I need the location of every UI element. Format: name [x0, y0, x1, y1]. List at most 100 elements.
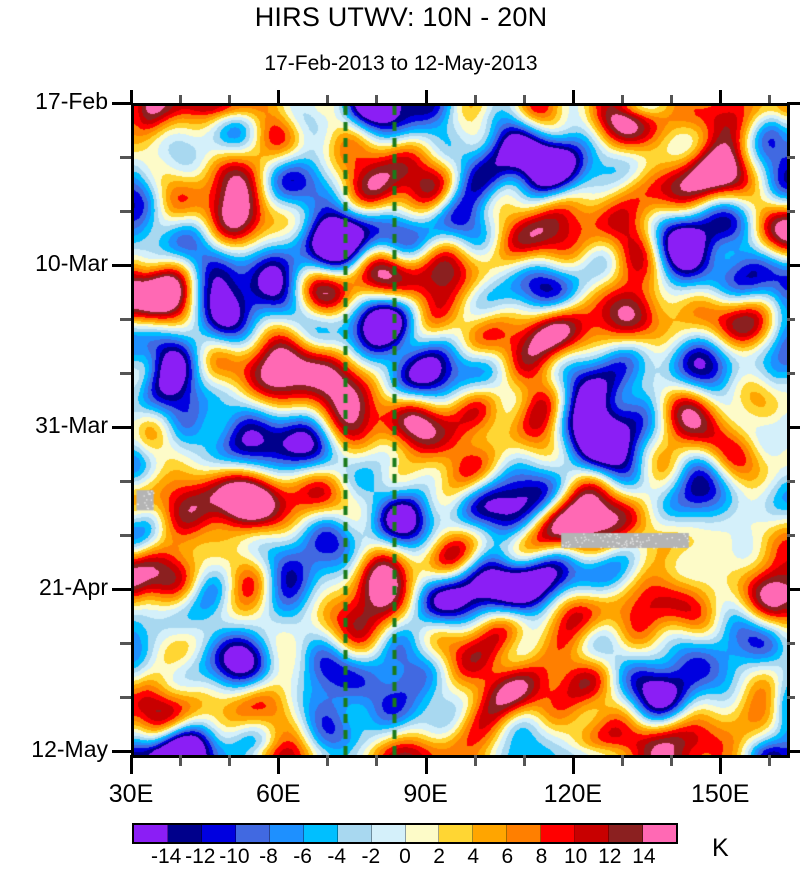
x-axis-major-tick-top — [130, 90, 133, 103]
y-axis-label: 21-Apr — [38, 574, 108, 600]
x-axis-label: 150E — [690, 780, 750, 808]
x-axis-label: 30E — [108, 780, 154, 808]
y-axis-minor-tick-right — [787, 318, 795, 321]
colorbar-tick-label: -4 — [327, 845, 347, 868]
x-axis-minor-tick-top — [326, 95, 329, 103]
y-axis-label: 10-Mar — [35, 250, 108, 276]
y-axis-minor-tick — [120, 642, 131, 645]
y-axis-major-tick — [112, 102, 131, 105]
colorbar-swatch-5 — [303, 825, 338, 842]
x-axis-minor-tick-top — [670, 95, 673, 103]
page-subtitle: 17-Feb-2013 to 12-May-2013 — [264, 52, 538, 75]
colorbar-tick-label: 8 — [535, 845, 548, 868]
x-axis-minor-tick-top — [375, 95, 378, 103]
x-axis-minor-tick — [768, 755, 771, 766]
colorbar-swatch-13 — [575, 825, 610, 842]
colorbar-swatch-4 — [269, 825, 304, 842]
colorbar-tick-label: -2 — [361, 845, 381, 868]
y-axis-major-tick — [112, 426, 131, 429]
y-axis-major-tick-right — [787, 588, 800, 591]
x-axis-minor-tick — [621, 755, 624, 766]
colorbar-tick-label: 2 — [433, 845, 445, 868]
y-axis-minor-tick-right — [787, 210, 795, 213]
colorbar-tick-label: 0 — [399, 845, 411, 868]
y-axis-minor-tick — [120, 480, 131, 483]
colorbar-tick-label: 12 — [598, 845, 622, 868]
colorbar-tick-label: 4 — [467, 845, 480, 868]
y-axis-label: 12-May — [31, 736, 108, 762]
colorbar-swatch-7 — [371, 825, 406, 842]
colorbar-tick-label: 6 — [501, 845, 514, 868]
x-axis-major-tick — [719, 755, 722, 774]
x-axis-minor-tick — [670, 755, 673, 766]
y-axis-major-tick-right — [787, 102, 800, 105]
x-axis-label: 90E — [403, 780, 448, 808]
page-title: HIRS UTWV: 10N - 20N — [254, 2, 548, 32]
colorbar-unit-label: K — [712, 834, 729, 862]
colorbar-tick-label: -10 — [219, 845, 250, 868]
x-axis-minor-tick-top — [474, 95, 477, 103]
y-axis-minor-tick — [120, 156, 131, 159]
y-axis-label: 31-Mar — [35, 412, 108, 438]
y-axis-major-tick — [112, 588, 131, 591]
colorbar-swatch-11 — [507, 825, 542, 842]
colorbar-swatch-6 — [337, 825, 372, 842]
colorbar-tick-label: -14 — [150, 845, 182, 868]
colorbar-swatch-2 — [201, 825, 236, 842]
x-axis-minor-tick — [474, 755, 477, 766]
x-axis-minor-tick — [326, 755, 329, 766]
y-axis-minor-tick-right — [787, 696, 795, 699]
colorbar — [132, 823, 678, 844]
colorbar-swatch-0 — [134, 825, 168, 842]
y-axis-minor-tick — [120, 534, 131, 537]
colorbar-tick-label: -12 — [185, 845, 216, 868]
x-axis-major-tick-top — [425, 90, 428, 103]
y-axis-minor-tick — [120, 318, 131, 321]
x-axis-minor-tick — [375, 755, 378, 766]
colorbar-tick-label: 14 — [632, 845, 656, 868]
y-axis-major-tick — [112, 264, 131, 267]
y-axis-minor-tick-right — [787, 534, 795, 537]
x-axis-major-tick — [130, 755, 133, 774]
y-axis-minor-tick-right — [787, 156, 795, 159]
colorbar-tick-label: -8 — [259, 845, 278, 868]
colorbar-tick-labels: -14 -12 -10 -8 -6 -4 -2 0 2 4 6 8 10 12 14 — [132, 845, 678, 869]
x-axis-label: 120E — [543, 780, 603, 808]
colorbar-tick-label: -6 — [293, 845, 312, 868]
colorbar-swatch-9 — [439, 825, 474, 842]
y-axis-minor-tick-right — [787, 372, 795, 375]
x-axis-minor-tick-top — [523, 95, 526, 103]
y-axis-minor-tick — [120, 696, 131, 699]
y-axis-minor-tick — [120, 210, 131, 213]
colorbar-swatch-12 — [541, 825, 576, 842]
y-axis-minor-tick — [120, 372, 131, 375]
x-axis-minor-tick-top — [768, 95, 771, 103]
x-axis-major-tick-top — [572, 90, 575, 103]
hovmoller-heatmap-canvas — [134, 106, 787, 755]
colorbar-swatch-14 — [609, 825, 644, 842]
y-axis-major-tick-right — [787, 750, 800, 753]
colorbar-swatch-8 — [405, 825, 440, 842]
colorbar-swatch-10 — [473, 825, 508, 842]
y-axis-major-tick-right — [787, 426, 800, 429]
x-axis-major-tick — [572, 755, 575, 774]
x-axis-minor-tick-top — [228, 95, 231, 103]
colorbar-swatch-1 — [167, 825, 202, 842]
y-axis-major-tick — [112, 750, 131, 753]
x-axis-minor-tick-top — [621, 95, 624, 103]
colorbar-swatch-3 — [235, 825, 270, 842]
y-axis-label: 17-Feb — [35, 88, 108, 114]
y-axis-major-tick-right — [787, 264, 800, 267]
x-axis-major-tick — [277, 755, 280, 774]
y-axis-minor-tick-right — [787, 642, 795, 645]
colorbar-swatch-15 — [643, 825, 676, 842]
x-axis-minor-tick-top — [179, 95, 182, 103]
x-axis-minor-tick — [179, 755, 182, 766]
x-axis-minor-tick — [523, 755, 526, 766]
colorbar-tick-label: 10 — [563, 845, 588, 868]
y-axis-minor-tick-right — [787, 480, 795, 483]
x-axis-major-tick-top — [719, 90, 722, 103]
x-axis-major-tick-top — [277, 90, 280, 103]
x-axis-label: 60E — [256, 780, 301, 808]
x-axis-major-tick — [425, 755, 428, 774]
